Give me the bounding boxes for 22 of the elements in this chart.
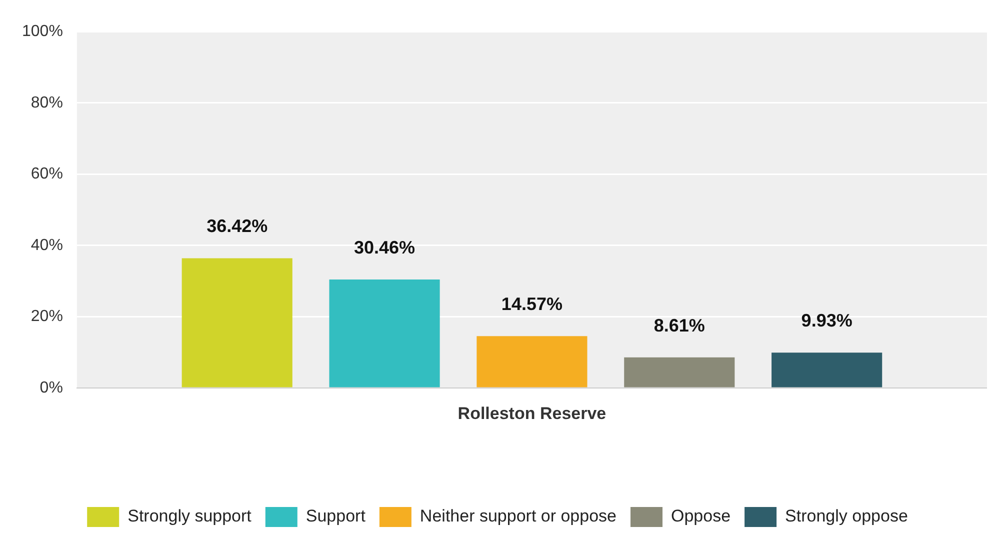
- data-label: 9.93%: [801, 310, 852, 331]
- y-tick-label: 80%: [30, 94, 63, 112]
- y-tick-label: 40%: [30, 236, 63, 254]
- data-label: 8.61%: [654, 315, 705, 336]
- bar: [182, 258, 292, 388]
- legend-label: Support: [306, 506, 366, 526]
- y-tick-label: 20%: [30, 308, 63, 326]
- y-tick-label: 100%: [22, 23, 63, 40]
- bar: [624, 357, 735, 388]
- x-tick-label: Rolleston Reserve: [458, 404, 606, 423]
- legend-label: Strongly support: [128, 506, 252, 526]
- bar: [329, 279, 440, 388]
- data-label: 14.57%: [501, 294, 562, 314]
- y-tick-label: 0%: [40, 379, 63, 396]
- bar: [772, 352, 882, 388]
- legend-label: Oppose: [670, 506, 731, 526]
- legend-label: Strongly oppose: [785, 506, 908, 526]
- data-label: 36.42%: [206, 216, 268, 236]
- bar: [476, 336, 588, 388]
- data-label: 30.46%: [354, 237, 416, 258]
- legend-label: Neither support or oppose: [420, 506, 616, 526]
- y-tick-label: 60%: [30, 166, 63, 183]
